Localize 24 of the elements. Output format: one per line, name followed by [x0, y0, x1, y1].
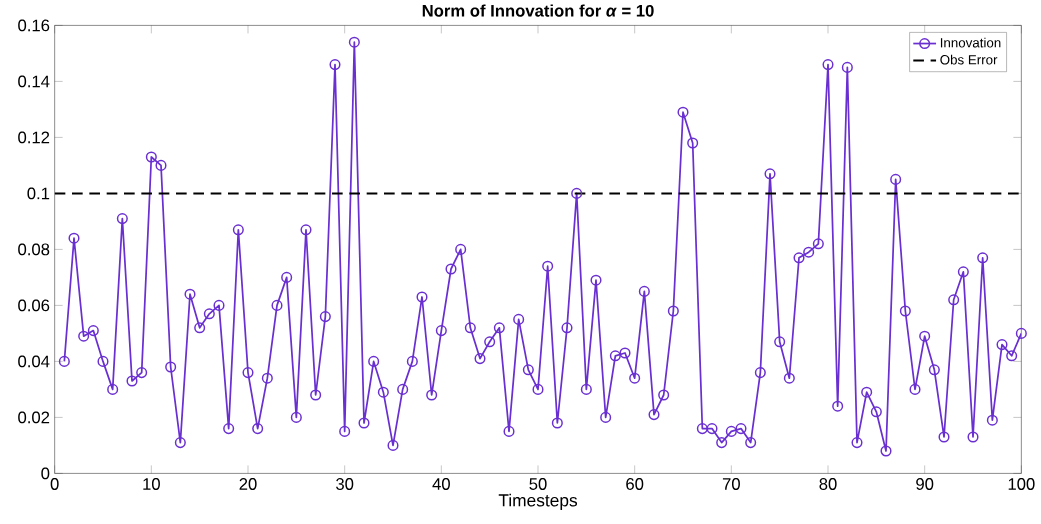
x-tick-label: 90	[916, 478, 934, 490]
chart-title: Norm of Innovation for α = 10	[422, 4, 654, 17]
y-tick-label: 0.04	[18, 355, 50, 368]
legend-label: Obs Error	[940, 54, 998, 65]
y-tick-label: 0.12	[18, 131, 50, 144]
x-tick-label: 50	[529, 478, 547, 490]
x-axis-title: Timesteps	[498, 493, 578, 510]
y-tick-label: 0.02	[18, 411, 50, 424]
x-tick-label: 30	[336, 478, 354, 490]
x-tick-label: 70	[722, 478, 740, 490]
y-tick-label: 0.16	[18, 19, 50, 32]
y-tick-label: 0.1	[27, 187, 50, 200]
x-tick-label: 80	[819, 478, 837, 490]
y-tick-label: 0.08	[18, 243, 50, 256]
x-tick-label: 10	[143, 478, 160, 490]
x-tick-label: 0	[50, 478, 59, 490]
x-tick-label: 100	[1008, 478, 1035, 490]
legend-label: Innovation	[940, 37, 1001, 48]
x-tick-label: 60	[626, 478, 644, 490]
y-tick-label: 0	[41, 467, 50, 480]
x-tick-label: 20	[239, 478, 257, 490]
y-tick-label: 0.14	[18, 75, 50, 88]
y-tick-label: 0.06	[18, 299, 50, 312]
x-tick-label: 40	[432, 478, 450, 490]
